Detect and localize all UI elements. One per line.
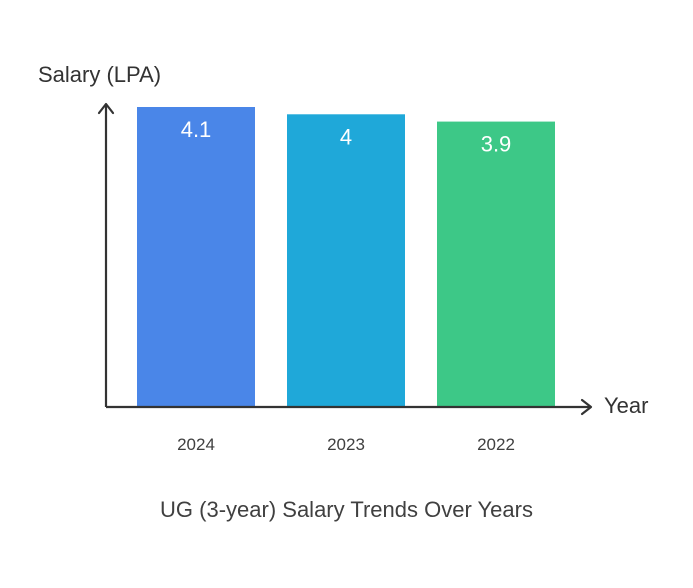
bar-2024 <box>137 107 255 406</box>
labels-layer: 4.1 2024 4 2023 3.9 2022 <box>177 117 515 454</box>
y-axis-title: Salary (LPA) <box>38 62 162 87</box>
x-axis-title: Year <box>604 393 649 418</box>
x-tick-label-2024: 2024 <box>177 435 215 454</box>
bar-2022 <box>437 121 555 407</box>
value-label-2022: 3.9 <box>481 132 512 157</box>
value-label-2024: 4.1 <box>181 117 212 142</box>
x-tick-label-2023: 2023 <box>327 435 365 454</box>
x-tick-label-2022: 2022 <box>477 435 515 454</box>
y-axis-arrow-icon <box>97 102 115 115</box>
bars-layer <box>137 107 555 407</box>
value-label-2023: 4 <box>340 124 352 149</box>
x-axis-arrow-icon <box>580 398 593 416</box>
bar-2023 <box>287 114 405 406</box>
axes-layer <box>97 102 593 416</box>
chart-title: UG (3-year) Salary Trends Over Years <box>160 497 533 522</box>
